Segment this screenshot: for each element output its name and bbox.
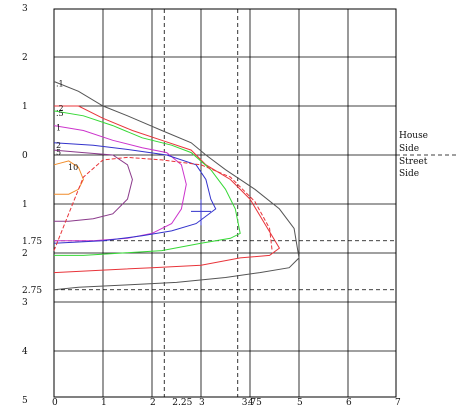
contour-line (53, 125, 187, 242)
y-tick-label: 0 (22, 151, 28, 161)
x-tick-label: 0 (52, 398, 58, 407)
y-tick-label: 4 (22, 347, 28, 357)
contour-level-label: 5 (56, 148, 61, 157)
house-side-label-line1: House (399, 131, 428, 141)
x-tick-label: 3.75 (242, 398, 262, 407)
contour-line (53, 156, 273, 251)
x-tick-label: 6 (346, 398, 352, 407)
contour-line (53, 160, 84, 195)
reference-lines (54, 9, 458, 397)
plot-frame (53, 8, 397, 398)
y-tick-label: 2.75 (22, 286, 42, 296)
y-tick-label: 3 (22, 4, 28, 14)
x-tick-label: 2.25 (172, 398, 192, 407)
street-side-label-line2: Side (399, 169, 419, 179)
contour-level-label: 10 (68, 163, 78, 172)
contour-level-label: 2 (56, 141, 61, 150)
side-labels: House Side Street Side (399, 131, 428, 179)
x-tick-label: 1 (101, 398, 107, 407)
y-tick-label: 5 (22, 396, 28, 406)
contour-line (53, 149, 133, 222)
contour-line (53, 105, 281, 274)
contour-level-label: .2 (56, 104, 64, 113)
contour-level-label: .5 (56, 109, 64, 118)
y-tick-label: 1 (22, 200, 28, 210)
x-tick-label: 3 (199, 398, 205, 407)
contour-line (53, 142, 217, 244)
contour-lines: .1 .2.5 1 25 10 (53, 80, 300, 291)
x-tick-label: 5 (297, 398, 303, 407)
street-side-label-line1: Street (399, 157, 428, 167)
y-tick-label: 3 (22, 298, 28, 308)
y-tick-label: 1.75 (22, 237, 42, 247)
grid (53, 8, 397, 398)
markers (191, 199, 211, 226)
x-tick-labels: 0 1 2 2.25 3 3.754 5 6 7 (52, 398, 401, 407)
contour-line (53, 110, 241, 256)
contour-line (53, 81, 300, 291)
contour-level-label: 1 (56, 124, 61, 133)
y-tick-label: 2 (22, 249, 28, 259)
x-tick-label: 4 (248, 398, 254, 407)
y-tick-labels: 3 2 1 0 1 1.75 2 2.75 3 4 5 (22, 4, 42, 406)
y-tick-label: 1 (22, 102, 28, 112)
y-tick-label: 2 (22, 53, 28, 63)
x-tick-label: 2 (150, 398, 156, 407)
x-tick-label: 7 (395, 398, 401, 407)
house-side-label-line2: Side (399, 144, 419, 154)
contour-level-label: .1 (56, 80, 64, 89)
